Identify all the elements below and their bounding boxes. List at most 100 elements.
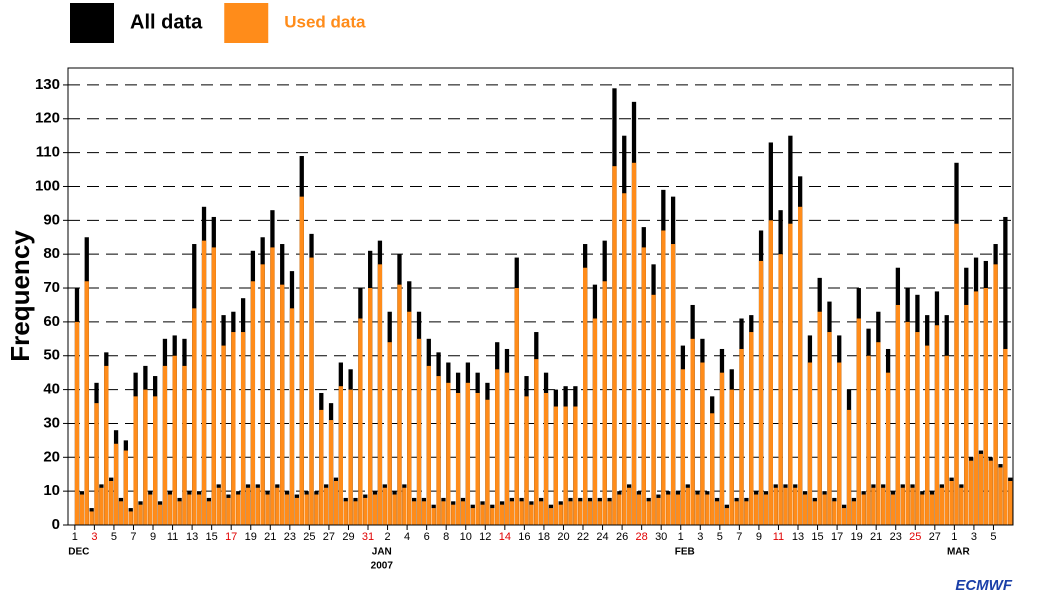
bar	[969, 460, 974, 525]
logo: ECMWF	[955, 577, 1012, 594]
bar	[592, 318, 598, 525]
bar	[192, 308, 197, 525]
bar	[177, 501, 182, 525]
bar	[519, 501, 524, 525]
bar	[641, 247, 646, 526]
bar	[324, 487, 329, 525]
bar	[661, 230, 666, 525]
month-label: JAN	[372, 547, 392, 558]
bar	[978, 453, 984, 525]
x-tick-label: 3	[971, 531, 977, 543]
bar	[807, 362, 813, 525]
bar	[123, 450, 128, 525]
bar	[138, 504, 143, 525]
bar	[583, 267, 588, 525]
legend-swatch	[224, 3, 269, 43]
bar	[700, 362, 705, 525]
bar	[602, 281, 607, 525]
bar	[314, 494, 319, 525]
bar	[1008, 480, 1013, 525]
bar	[265, 494, 270, 525]
x-tick-label: 1	[678, 531, 684, 543]
bar	[211, 247, 216, 526]
bar	[705, 494, 710, 525]
x-tick-label: 21	[264, 531, 276, 543]
bar	[827, 332, 832, 525]
bar	[182, 365, 187, 525]
bar	[617, 494, 622, 525]
bar	[812, 501, 817, 525]
y-tick-label: 70	[43, 279, 60, 296]
month-label: MAR	[947, 547, 971, 558]
x-tick-label: 1	[72, 531, 78, 543]
bar	[143, 389, 148, 525]
bar	[959, 487, 964, 525]
bar	[763, 494, 769, 525]
x-tick-label: 26	[616, 531, 628, 543]
bar	[363, 497, 368, 525]
bar	[934, 325, 940, 525]
y-tick-label: 60	[43, 313, 60, 330]
month-label: DEC	[68, 547, 89, 558]
bar	[480, 504, 485, 525]
bar	[719, 372, 725, 525]
x-tick-label: 10	[460, 531, 472, 543]
bar	[84, 281, 89, 525]
bar	[773, 487, 778, 525]
y-tick-label: 120	[35, 110, 60, 127]
y-tick-label: 100	[35, 177, 60, 194]
bar	[929, 494, 935, 525]
bar	[250, 281, 256, 525]
bar	[524, 396, 529, 525]
bar	[558, 504, 563, 525]
bar	[670, 244, 676, 525]
bar	[988, 460, 993, 525]
bar	[187, 494, 192, 525]
bar	[343, 501, 348, 525]
bar	[568, 501, 573, 525]
bar	[441, 501, 446, 525]
bar	[499, 504, 505, 525]
y-tick-label: 0	[52, 516, 60, 533]
x-tick-label: 9	[756, 531, 762, 543]
x-tick-label: 3	[697, 531, 703, 543]
legend-label: All data	[130, 11, 203, 33]
bar	[675, 494, 681, 525]
bar	[573, 406, 578, 525]
x-tick-label: 5	[990, 531, 996, 543]
bar	[553, 406, 558, 525]
bar	[944, 355, 949, 525]
bar	[196, 494, 202, 525]
bar	[832, 501, 837, 525]
bar	[416, 338, 422, 525]
bar	[226, 497, 231, 525]
bar	[411, 501, 417, 525]
bar	[426, 365, 431, 525]
bar	[578, 501, 583, 525]
bar	[358, 318, 363, 525]
bar	[993, 264, 998, 525]
x-tick-label: 1	[951, 531, 957, 543]
bar	[656, 497, 661, 525]
bar	[514, 288, 519, 525]
x-tick-label: 11	[773, 531, 784, 543]
bar	[534, 359, 539, 525]
bar	[255, 487, 260, 525]
bar	[964, 304, 969, 525]
bar	[881, 487, 886, 525]
x-tick-label: 23	[284, 531, 296, 543]
x-tick-label: 5	[717, 531, 723, 543]
bar	[485, 399, 490, 525]
bar	[99, 487, 104, 525]
bar	[744, 501, 749, 525]
x-tick-label: 13	[186, 531, 198, 543]
bar	[749, 332, 754, 525]
bar	[289, 308, 295, 525]
x-tick-label: 8	[443, 531, 449, 543]
bar	[104, 365, 109, 525]
bar	[895, 304, 901, 525]
x-tick-label: 19	[245, 531, 257, 543]
x-tick-label: 24	[596, 531, 608, 543]
bar	[284, 494, 290, 525]
bar	[319, 409, 324, 525]
